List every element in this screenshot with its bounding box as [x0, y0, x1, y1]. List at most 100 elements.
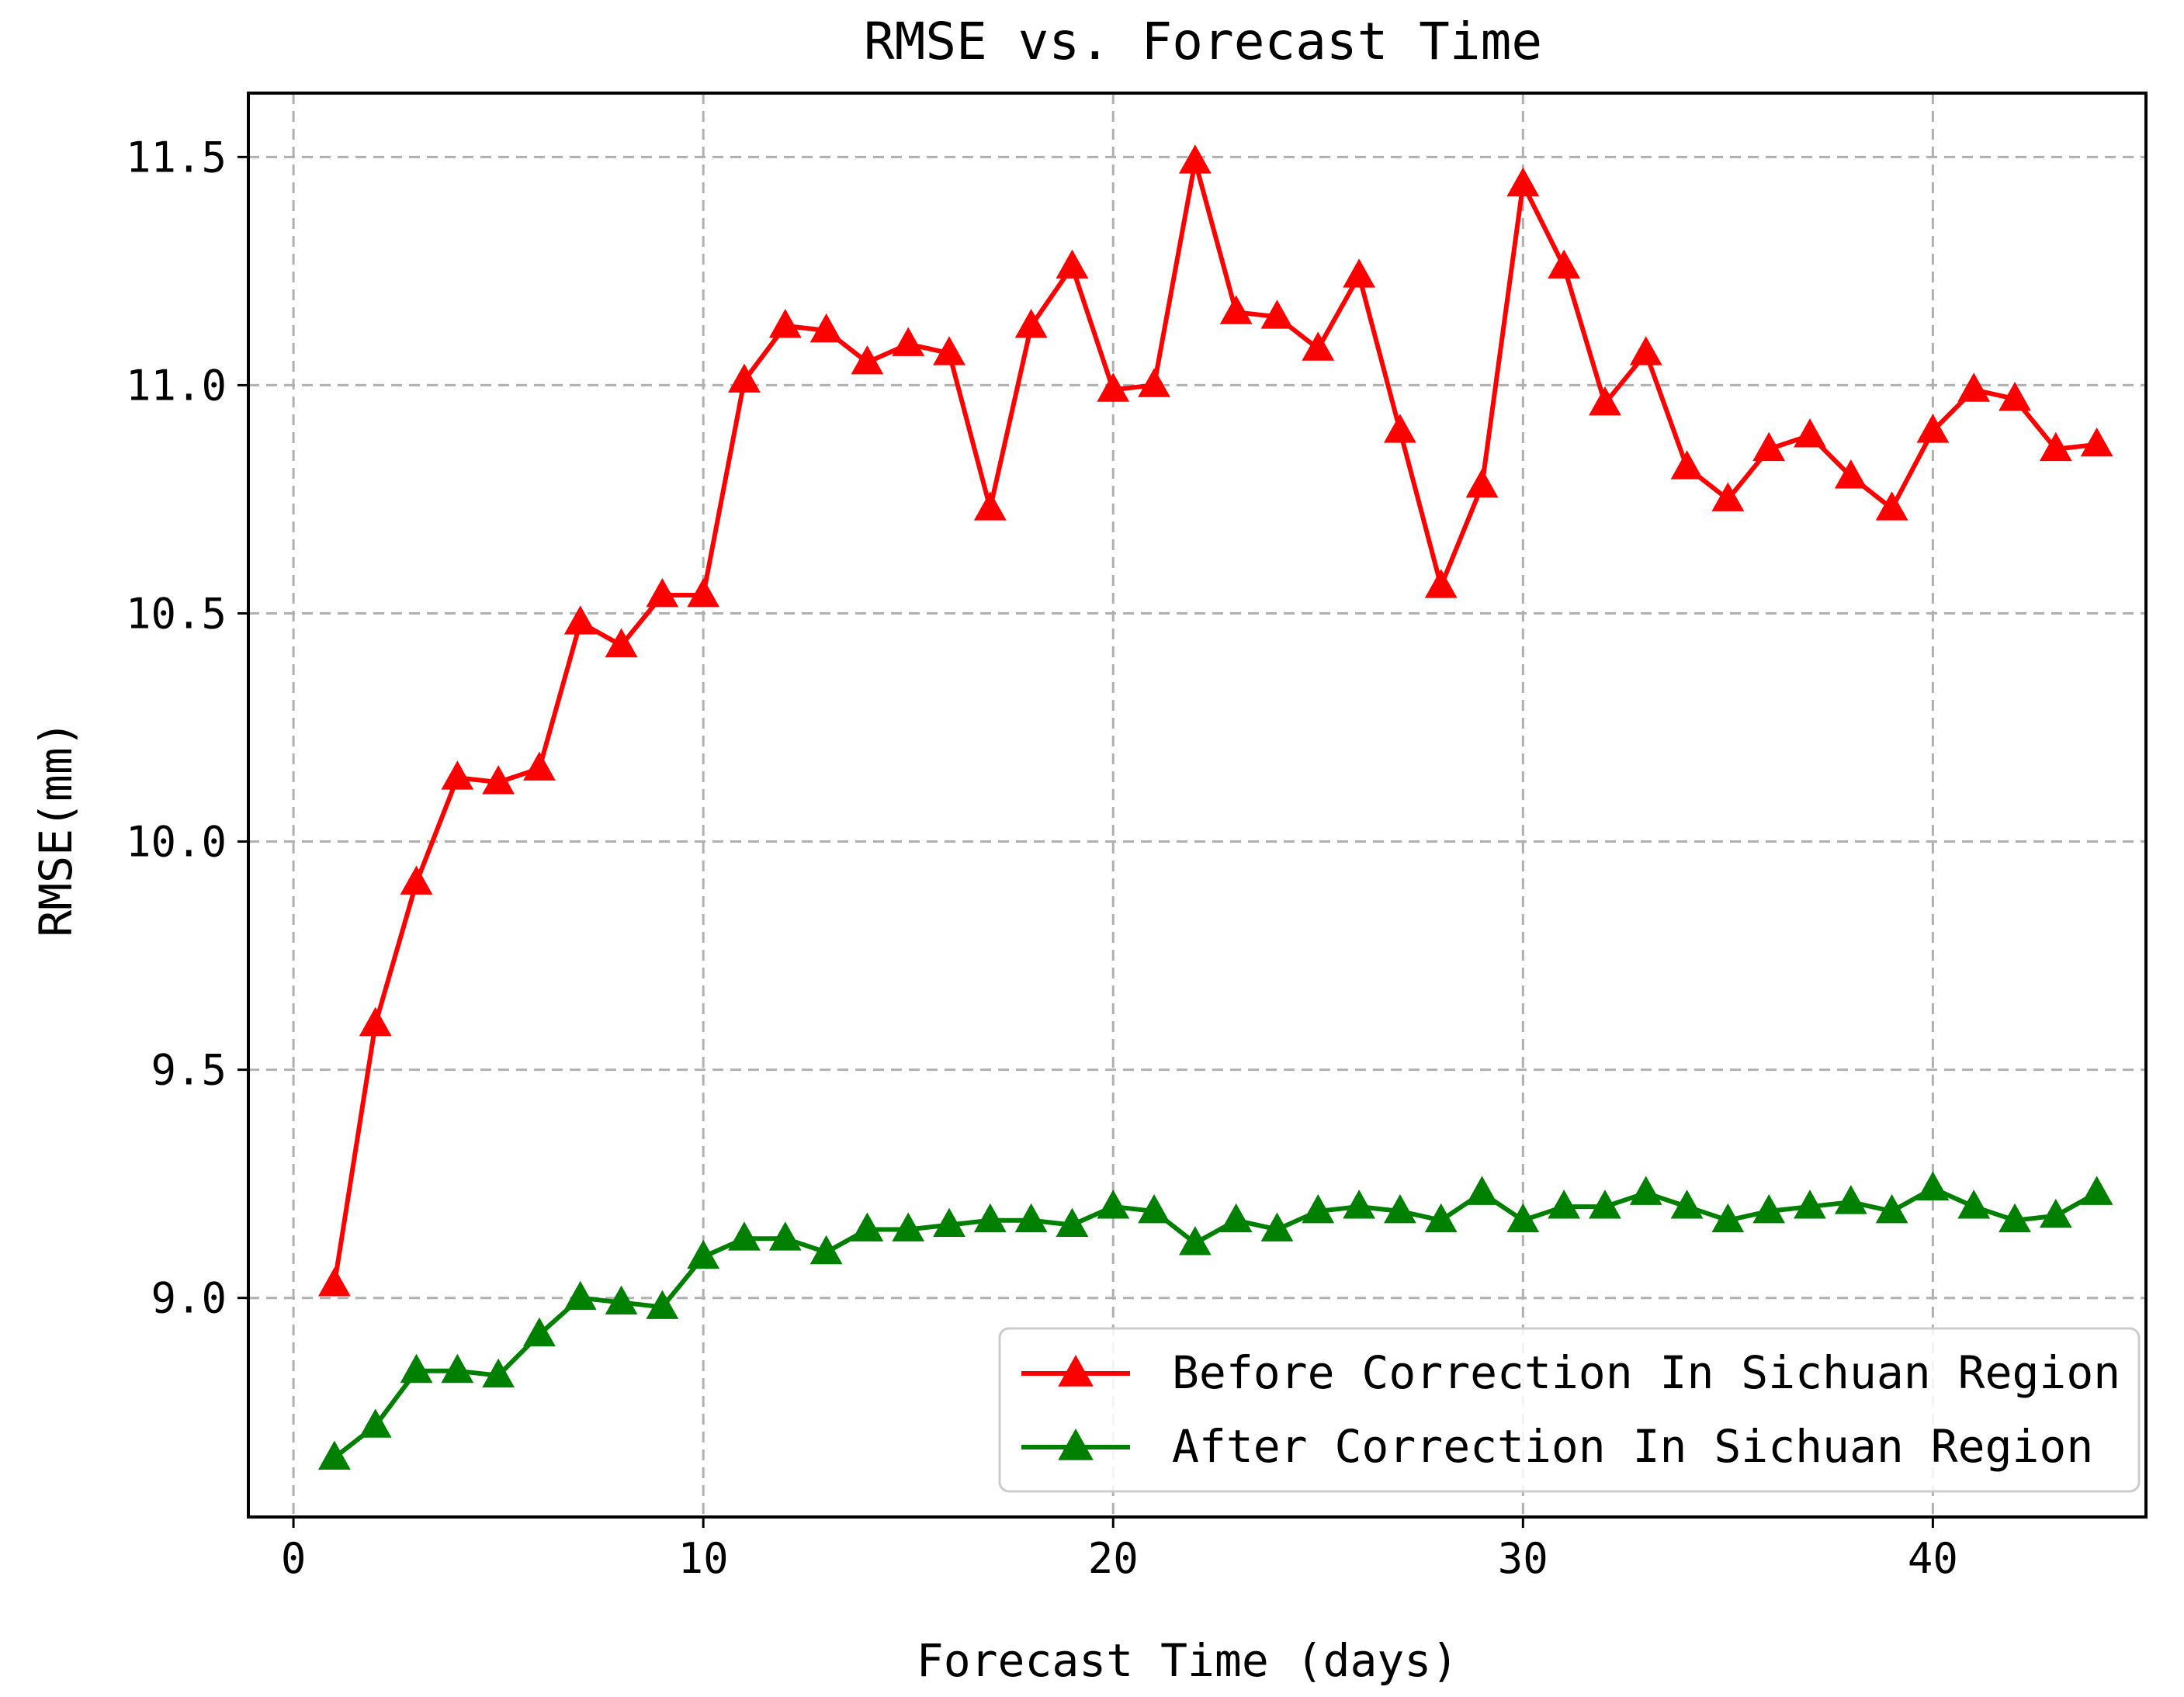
data-point-marker	[1794, 1190, 1826, 1219]
data-point-marker	[2039, 431, 2072, 462]
data-point-marker	[1957, 372, 1991, 402]
data-point-marker	[1424, 569, 1458, 598]
legend-marker-before	[1058, 1355, 1094, 1387]
y-tick-label: 11.0	[126, 361, 227, 410]
data-point-marker	[523, 751, 556, 781]
data-point-marker	[2039, 1198, 2072, 1228]
data-point-marker	[851, 1212, 884, 1242]
data-point-marker	[728, 363, 761, 393]
legend-label-before: Before Correction In Sichuan Region	[1172, 1346, 2120, 1399]
data-point-marker	[687, 1239, 720, 1269]
data-point-marker	[605, 628, 638, 658]
data-point-marker	[1138, 1193, 1170, 1224]
data-point-marker	[1383, 414, 1416, 443]
data-point-marker	[1260, 1212, 1294, 1242]
data-point-marker	[728, 1221, 761, 1251]
data-point-marker	[1589, 1190, 1621, 1219]
data-point-marker	[973, 1203, 1007, 1233]
x-tick-label: 10	[678, 1534, 729, 1583]
data-point-marker	[1548, 249, 1581, 279]
data-point-marker	[1629, 336, 1662, 365]
x-tick-label: 20	[1088, 1534, 1139, 1583]
data-point-marker	[1670, 450, 1704, 480]
data-point-marker	[1383, 1193, 1416, 1224]
data-point-marker	[851, 345, 884, 375]
data-point-marker	[523, 1317, 556, 1347]
data-point-marker	[1097, 1190, 1130, 1219]
data-point-marker	[2080, 1176, 2113, 1205]
series-after-correction	[317, 1171, 2113, 1470]
data-point-marker	[1260, 300, 1294, 329]
data-point-marker	[646, 577, 679, 608]
data-point-marker	[317, 1267, 351, 1297]
data-point-marker	[809, 313, 843, 343]
data-point-marker	[687, 577, 720, 608]
series-before-correction	[317, 144, 2113, 1297]
data-point-marker	[1178, 1226, 1212, 1255]
data-point-marker	[892, 327, 925, 356]
data-point-marker	[441, 760, 474, 790]
data-point-marker	[933, 1207, 965, 1237]
legend-marker-after	[1058, 1429, 1094, 1460]
x-axis-label: Forecast Time (days)	[917, 1634, 1458, 1687]
y-tick-label: 11.5	[126, 133, 227, 182]
data-point-marker	[359, 1408, 392, 1438]
legend-label-after: After Correction In Sichuan Region	[1172, 1420, 2093, 1473]
data-point-marker	[1056, 249, 1089, 279]
y-tick-label: 10.5	[126, 589, 227, 638]
data-point-marker	[2080, 427, 2113, 457]
data-point-marker	[646, 1290, 679, 1319]
data-point-marker	[563, 605, 597, 635]
data-point-marker	[1219, 295, 1253, 324]
data-point-marker	[1875, 491, 1908, 521]
data-point-marker	[768, 1221, 802, 1251]
data-point-marker	[1916, 414, 1950, 443]
legend-box	[998, 1327, 2141, 1493]
y-tick-label: 9.0	[151, 1274, 227, 1323]
data-point-marker	[1794, 418, 1826, 448]
data-point-marker	[400, 1353, 433, 1384]
data-point-marker	[1056, 1207, 1089, 1237]
y-tick-label: 10.0	[126, 818, 227, 867]
plot-frame	[247, 92, 2148, 1519]
data-point-marker	[1875, 1193, 1908, 1224]
data-point-marker	[1752, 1193, 1786, 1224]
data-point-marker	[1711, 482, 1745, 511]
data-point-marker	[1014, 1203, 1048, 1233]
data-point-marker	[1711, 1203, 1745, 1233]
data-point-marker	[1178, 144, 1212, 174]
data-point-marker	[973, 491, 1007, 521]
data-point-marker	[892, 1212, 925, 1242]
data-point-marker	[1014, 308, 1048, 338]
data-point-marker	[1670, 1190, 1704, 1219]
data-point-marker	[605, 1285, 638, 1314]
x-tick-label: 0	[281, 1534, 307, 1583]
data-point-marker	[1548, 1190, 1581, 1219]
data-point-marker	[482, 1358, 515, 1388]
data-point-marker	[1506, 1203, 1540, 1233]
data-point-marker	[1343, 1190, 1375, 1219]
data-point-marker	[1302, 331, 1335, 361]
data-point-marker	[1834, 459, 1867, 489]
data-point-marker	[809, 1235, 843, 1265]
data-point-marker	[1097, 372, 1130, 402]
data-point-marker	[400, 865, 433, 895]
chart-title: RMSE vs. Forecast Time	[864, 12, 1542, 71]
data-point-marker	[1999, 382, 2031, 411]
legend-entry-after: After Correction In Sichuan Region	[1021, 1420, 2093, 1473]
data-point-marker	[1138, 368, 1170, 397]
data-point-marker	[1465, 468, 1499, 498]
data-point-marker	[1343, 258, 1375, 288]
data-point-marker	[359, 1006, 392, 1037]
data-point-marker	[1506, 167, 1540, 197]
data-point-marker	[1916, 1171, 1950, 1200]
data-point-marker	[1834, 1185, 1867, 1214]
data-point-marker	[768, 308, 802, 338]
data-point-marker	[1219, 1203, 1253, 1233]
x-tick-label: 30	[1498, 1534, 1548, 1583]
data-point-marker	[1302, 1193, 1335, 1224]
ticks: 0 10 20 30 40 9.0 9.5 10.0 10.5 11.0 11.5	[126, 133, 1958, 1583]
data-point-marker	[1957, 1190, 1991, 1219]
data-point-marker	[1424, 1203, 1458, 1233]
